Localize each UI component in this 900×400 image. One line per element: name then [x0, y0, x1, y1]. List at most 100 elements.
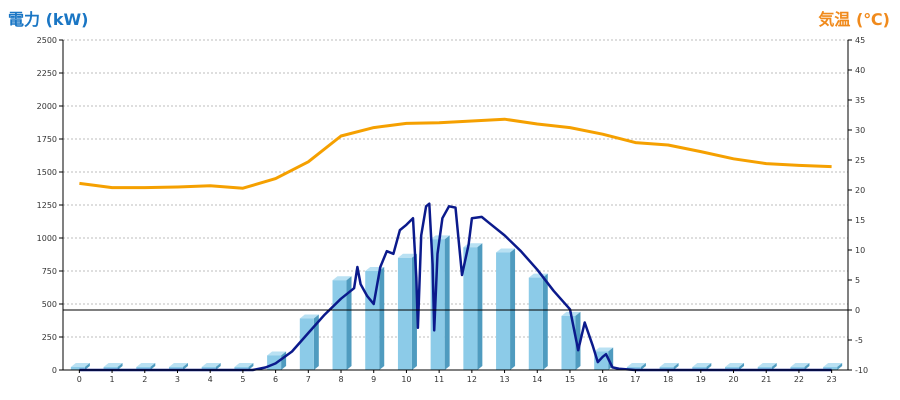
left-tick-label: 1250 — [37, 201, 57, 210]
x-tick-label: 13 — [499, 375, 509, 384]
left-tick-label: 500 — [42, 300, 57, 309]
bar-side — [248, 363, 254, 370]
bar-face — [496, 252, 511, 370]
temperature-axis-title: 気温 (℃) — [818, 10, 890, 29]
bar-face — [528, 277, 543, 370]
bar — [692, 363, 712, 370]
left-tick-label: 2250 — [37, 69, 57, 78]
right-tick-label: 5 — [855, 276, 860, 285]
bar — [790, 363, 810, 370]
right-tick-label: 25 — [855, 156, 865, 165]
bar-face — [626, 367, 641, 370]
power-axis-title: 電力 (kW) — [8, 10, 89, 29]
bar — [823, 363, 843, 370]
bar — [626, 363, 646, 370]
right-tick-label: 15 — [855, 216, 865, 225]
bar-top — [299, 314, 319, 319]
bar — [725, 363, 745, 370]
left-tick-label: 1500 — [37, 168, 57, 177]
bar-top — [823, 363, 843, 367]
bar-face — [103, 367, 118, 370]
bar-face — [234, 367, 249, 370]
left-tick-label: 750 — [42, 267, 57, 276]
bar-side — [444, 235, 450, 370]
bar-top — [659, 363, 679, 367]
bar-face — [790, 367, 805, 370]
bar-side — [804, 363, 810, 370]
bar-side — [182, 363, 188, 370]
bar-face — [332, 280, 347, 370]
bar-side — [117, 363, 123, 370]
right-tick-label: 0 — [855, 306, 860, 315]
x-tick-label: 10 — [401, 375, 411, 384]
bar-side — [673, 363, 679, 370]
bar-side — [706, 363, 712, 370]
bar-top — [790, 363, 810, 367]
bar-side — [542, 273, 548, 370]
left-tick-label: 1750 — [37, 135, 57, 144]
bar-top — [332, 276, 352, 281]
x-tick-label: 17 — [630, 375, 640, 384]
bar-face — [725, 367, 740, 370]
bar-side — [379, 267, 385, 370]
bar — [397, 253, 417, 370]
bar-face — [201, 367, 216, 370]
bar — [70, 363, 90, 370]
x-tick-label: 8 — [338, 375, 343, 384]
bar-side — [215, 363, 221, 370]
right-tick-label: -5 — [855, 336, 863, 345]
left-tick-label: 2000 — [37, 102, 57, 111]
x-tick-label: 1 — [110, 375, 115, 384]
bar-face — [757, 367, 772, 370]
bar-side — [150, 363, 156, 370]
bar-top — [234, 363, 254, 367]
bar-side — [313, 314, 319, 370]
x-tick-label: 16 — [598, 375, 608, 384]
bar-top — [725, 363, 745, 367]
bar-face — [168, 367, 183, 370]
bar-side — [837, 363, 843, 370]
right-tick-label: 20 — [855, 186, 865, 195]
bar-face — [299, 318, 314, 370]
bar-face — [823, 367, 838, 370]
bar-face — [430, 239, 445, 370]
bar-side — [771, 363, 777, 370]
bar-side — [510, 248, 516, 370]
bar-face — [463, 247, 478, 370]
x-tick-label: 7 — [306, 375, 311, 384]
bar-side — [739, 363, 745, 370]
bar — [561, 311, 581, 370]
x-tick-label: 0 — [77, 375, 82, 384]
power-line — [79, 202, 832, 372]
bar-top — [626, 363, 646, 367]
axis-layer: 02505007501000125015001750200022502500-1… — [37, 36, 868, 384]
bar-side — [477, 243, 483, 370]
right-tick-label: 35 — [855, 96, 865, 105]
bar-side — [346, 276, 352, 370]
left-tick-label: 2500 — [37, 36, 57, 45]
x-tick-label: 5 — [240, 375, 245, 384]
x-tick-label: 22 — [794, 375, 804, 384]
bar-top — [594, 347, 614, 352]
bar-top — [692, 363, 712, 367]
bar-side — [575, 311, 581, 370]
x-tick-label: 19 — [696, 375, 706, 384]
bar — [168, 363, 188, 370]
bar — [267, 351, 287, 370]
bar-face — [397, 257, 412, 370]
x-tick-label: 14 — [532, 375, 542, 384]
bar — [528, 273, 548, 370]
left-tick-label: 0 — [52, 366, 57, 375]
bar — [201, 363, 221, 370]
bar — [659, 363, 679, 370]
bar-face — [70, 367, 85, 370]
x-tick-label: 2 — [142, 375, 147, 384]
bar-face — [692, 367, 707, 370]
x-tick-label: 18 — [663, 375, 673, 384]
x-tick-label: 20 — [728, 375, 738, 384]
bar — [757, 363, 777, 370]
bar — [496, 248, 516, 370]
bar-top — [201, 363, 221, 367]
bar-top — [757, 363, 777, 367]
